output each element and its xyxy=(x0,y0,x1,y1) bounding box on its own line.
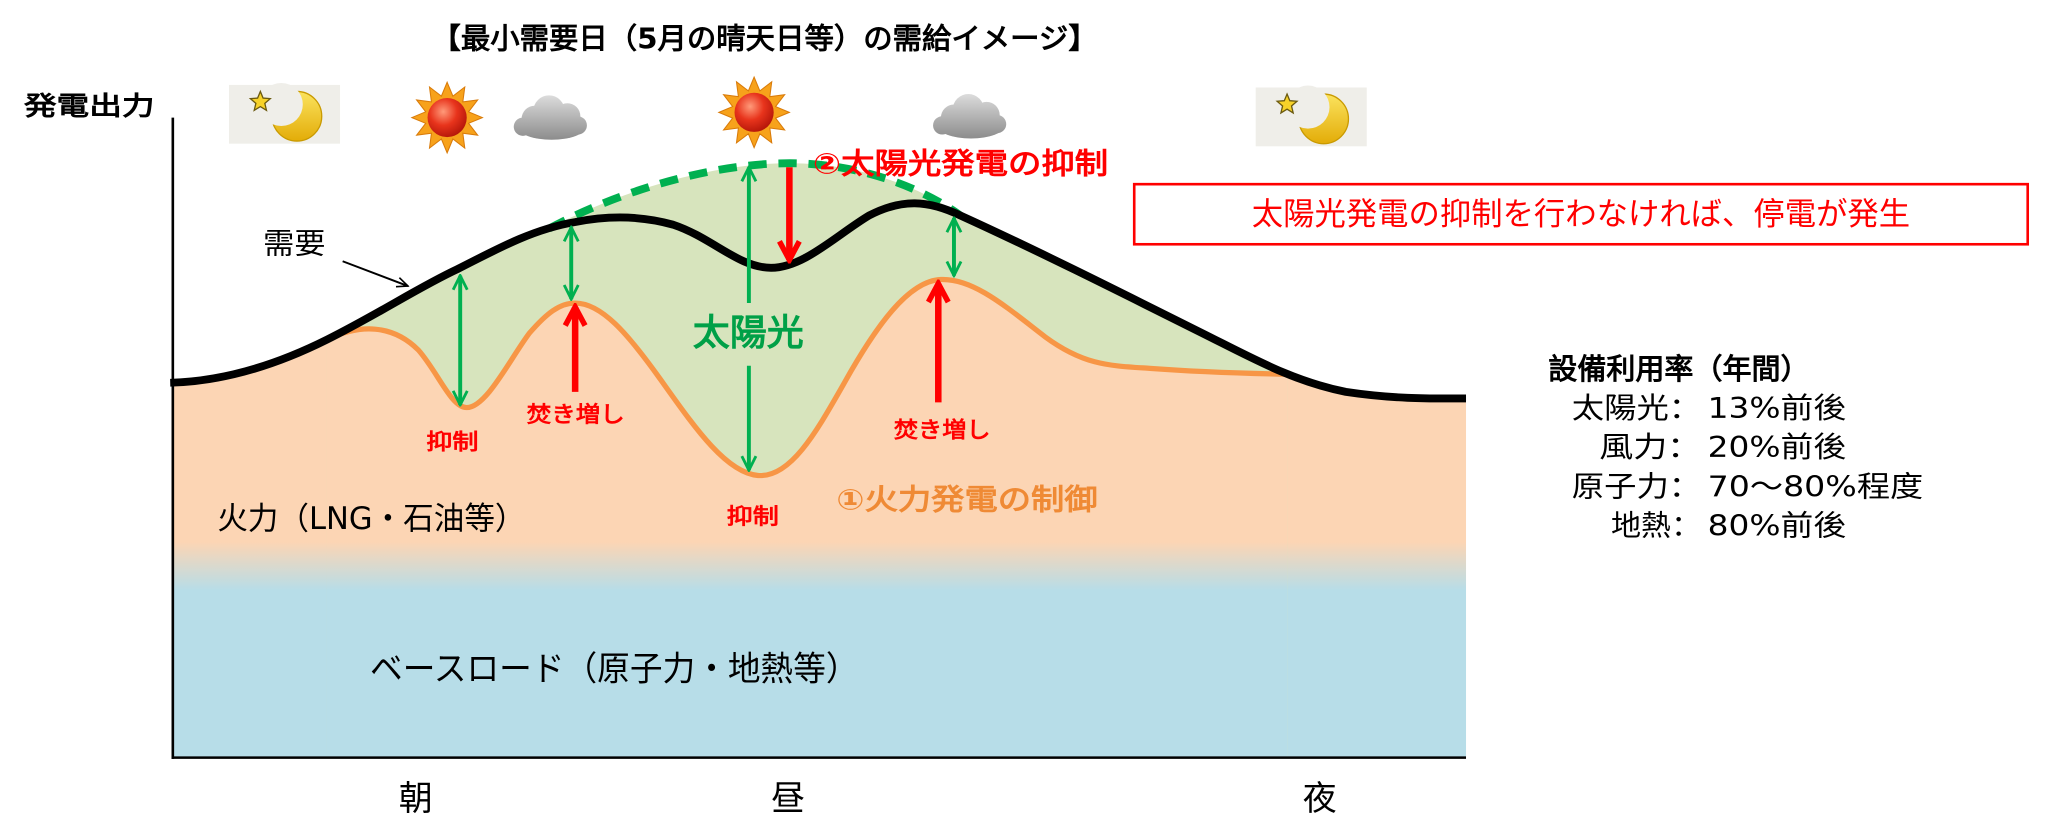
utilization-value: 80%前後 xyxy=(1708,509,1846,543)
blackout-callout: 太陽光発電の抑制を行わなければ、停電が発生 xyxy=(1132,182,2030,246)
callout-border xyxy=(1132,182,2030,246)
sun-icon xyxy=(718,76,791,149)
boost-label-morning: 焚き増し xyxy=(527,401,625,428)
utilization-value: 20%前後 xyxy=(1708,430,1846,464)
solar-label: 太陽光 xyxy=(693,311,804,354)
suppress-label-noon: 抑制 xyxy=(727,504,779,530)
solar-curtailment-label: ②太陽光発電の抑制 xyxy=(813,147,1108,181)
demand-curve xyxy=(170,199,1467,403)
cloud-icon xyxy=(513,95,587,140)
utilization-heading: 設備利用率（年間） xyxy=(1548,352,1809,386)
utilization-value: 13%前後 xyxy=(1708,391,1846,425)
utilization-value: 70～80%程度 xyxy=(1708,469,1924,503)
x-axis-label-noon: 昼 xyxy=(771,779,805,819)
moon-icon xyxy=(1255,84,1368,147)
x-axis-label-night: 夜 xyxy=(1303,779,1337,819)
baseload-area-label: ベースロード（原子力・地熱等） xyxy=(370,650,859,690)
x-axis-label-morning: 朝 xyxy=(399,779,433,819)
boost-label-afternoon: 焚き増し xyxy=(894,417,991,444)
thermal-control-label: ①火力発電の制御 xyxy=(836,482,1097,516)
thermal-output-curve xyxy=(325,276,1288,479)
thermal-area-label: 火力（LNG・石油等） xyxy=(217,501,525,537)
suppress-label-morning: 抑制 xyxy=(426,429,478,455)
demand-pointer-arrow xyxy=(342,260,408,286)
utilization-source: 地熱： xyxy=(1611,509,1701,543)
cloud-icon xyxy=(933,94,1007,139)
solar-potential-dashed-curve xyxy=(547,159,963,233)
thermal-under-curve-area xyxy=(326,279,1288,758)
sun-icon xyxy=(411,81,484,154)
moon-icon xyxy=(228,82,341,145)
callout-text: 太陽光発電の抑制を行わなければ、停電が発生 xyxy=(1252,197,1910,233)
utilization-source: 原子力： xyxy=(1572,469,1701,503)
utilization-source: 風力： xyxy=(1599,430,1701,464)
utilization-source: 太陽光： xyxy=(1572,391,1701,425)
y-axis-label: 発電出力 xyxy=(23,92,155,122)
utilization-panel: 設備利用率（年間） 太陽光： 13%前後 風力： 20%前後 原子力： 70～8… xyxy=(1548,352,1923,543)
demand-label: 需要 xyxy=(263,226,326,260)
diagram-title: 【最小需要日（5月の晴天日等）の需給イメージ】 xyxy=(431,21,1097,55)
